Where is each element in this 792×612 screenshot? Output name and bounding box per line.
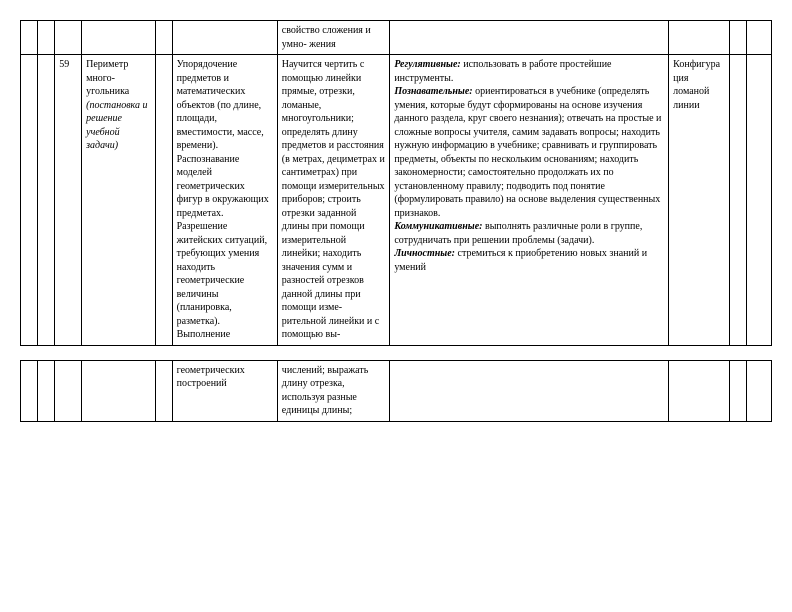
content-cell: Упорядочение предметов и математических … [172,55,277,346]
cell [730,360,747,421]
cell [21,21,38,55]
cell [21,360,38,421]
cell [38,55,55,346]
cell [155,360,172,421]
cell [55,21,82,55]
cell [172,21,277,55]
cell [21,55,38,346]
cell [155,55,172,346]
cell [747,360,772,421]
topic-cell: Периметр много- угольника (постановка и … [82,55,155,346]
cell [730,55,747,346]
config-cell: Конфигурация ломаной линии [669,55,730,346]
curriculum-table-1: свойство сложения и умно- жения 59 Перим… [20,20,772,346]
cell [669,21,730,55]
cell [669,360,730,421]
cell [747,55,772,346]
uud-cell: Регулятивные: использовать в работе прос… [390,55,669,346]
cell [155,21,172,55]
cell [55,360,82,421]
curriculum-table-2: геометрических построений числений; выра… [20,360,772,422]
cell [730,21,747,55]
cell [38,21,55,55]
table-row: геометрических построений числений; выра… [21,360,772,421]
cell [390,21,669,55]
cell [82,21,155,55]
cell [82,360,155,421]
cell: свойство сложения и умно- жения [277,21,390,55]
cell [390,360,669,421]
cell [38,360,55,421]
table-row: свойство сложения и умно- жения [21,21,772,55]
lesson-number: 59 [55,55,82,346]
cell [747,21,772,55]
content-cell: геометрических построений [172,360,277,421]
outcomes-cell: числений; выражать длину отрезка, исполь… [277,360,390,421]
outcomes-cell: Научится чертить с помощью линейки прямы… [277,55,390,346]
table-row: 59 Периметр много- угольника (постановка… [21,55,772,346]
